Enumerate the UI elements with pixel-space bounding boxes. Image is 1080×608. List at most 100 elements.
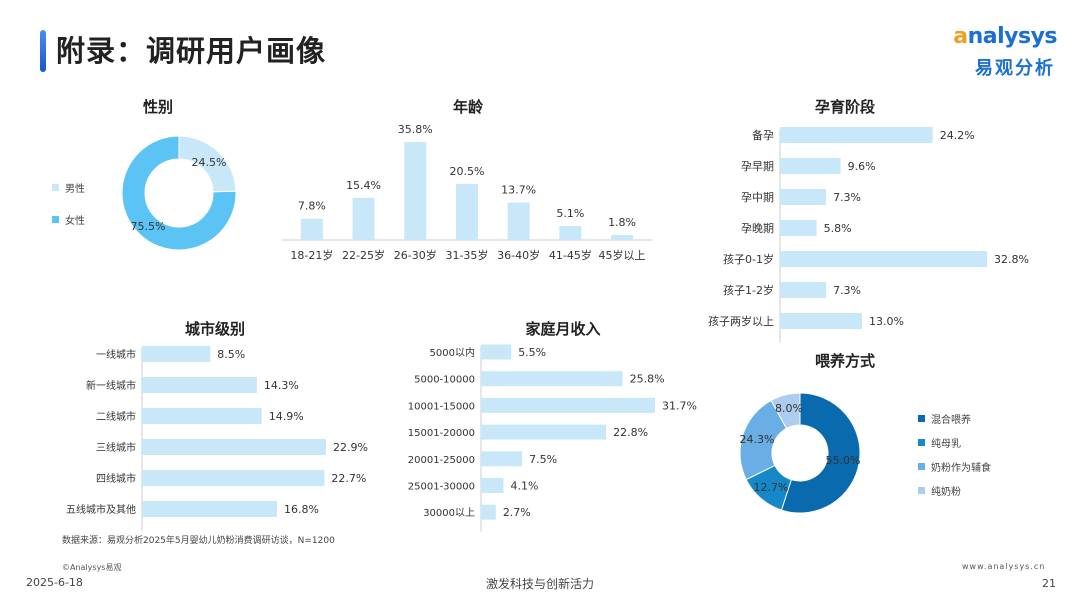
- city-bar-label: 16.8%: [284, 503, 319, 516]
- pregnancy-bar-label: 24.2%: [940, 129, 975, 142]
- age-bar-label: 35.8%: [398, 123, 433, 136]
- age-bar: [559, 226, 582, 240]
- age-bar-label: 1.8%: [608, 216, 636, 229]
- footer-copyright: ©Analysys易观: [62, 563, 122, 572]
- city-bar: [142, 408, 262, 424]
- legend-label: 纯奶粉: [931, 487, 961, 498]
- pregnancy-category-label: 孩子1-2岁: [723, 283, 774, 297]
- legend-item: 女性: [52, 212, 85, 227]
- legend-item: 混合喂养: [918, 411, 971, 426]
- age-tick-label: 18-21岁: [290, 248, 333, 262]
- feeding-chart-title: 喂养方式: [814, 352, 875, 370]
- page-number: 21: [1042, 577, 1056, 590]
- footer-url: www.analysys.cn: [962, 562, 1046, 571]
- age-bar: [611, 235, 634, 240]
- income-category-label: 15001-20000: [408, 428, 475, 439]
- feeding-slice-label: 12.7%: [754, 481, 789, 494]
- income-bar: [481, 504, 496, 520]
- data-source-note: 数据来源：易观分析2025年5月婴幼儿奶粉消费调研访谈，N=1200: [62, 536, 335, 546]
- footer-slogan: 激发科技与创新活力: [485, 577, 594, 591]
- gender-slice-label: 24.5%: [192, 156, 227, 169]
- legend-swatch: [52, 216, 59, 223]
- income-bar-label: 2.7%: [503, 506, 531, 519]
- income-bar-label: 7.5%: [529, 453, 557, 466]
- pregnancy-category-label: 孩子0-1岁: [723, 252, 774, 266]
- city-bar-label: 14.9%: [269, 410, 304, 423]
- pregnancy-bar-label: 9.6%: [848, 160, 876, 173]
- gender-chart-title: 性别: [142, 98, 173, 116]
- city-bar: [142, 439, 326, 455]
- age-bar-label: 20.5%: [449, 165, 484, 178]
- city-category-label: 三线城市: [96, 441, 136, 454]
- income-category-label: 30000以上: [423, 507, 475, 519]
- pregnancy-bar-label: 5.8%: [824, 222, 852, 235]
- city-bar: [142, 470, 325, 486]
- age-bar: [404, 142, 427, 240]
- title-accent-bar: [40, 30, 46, 72]
- legend-item: 男性: [52, 180, 85, 195]
- legend-label: 奶粉作为辅食: [931, 463, 991, 474]
- pregnancy-bar: [780, 127, 933, 143]
- legend-item: 纯母乳: [918, 435, 961, 450]
- feeding-slice: [780, 392, 861, 514]
- logo-chinese-name: 易观分析: [975, 58, 1055, 79]
- gender-slice-label: 75.5%: [131, 220, 166, 233]
- age-bar: [455, 183, 478, 240]
- pregnancy-category-label: 孕晚期: [741, 222, 774, 235]
- feeding-slice: [770, 392, 801, 430]
- age-bar: [300, 218, 323, 240]
- income-category-label: 10001-15000: [408, 401, 475, 412]
- pregnancy-bar: [780, 251, 987, 267]
- income-category-label: 5000-10000: [414, 375, 475, 386]
- legend-swatch: [52, 184, 59, 191]
- legend-label: 纯母乳: [931, 439, 961, 450]
- legend-item: 奶粉作为辅食: [918, 459, 991, 474]
- city-category-label: 新一线城市: [86, 379, 136, 392]
- pregnancy-bar-label: 13.0%: [869, 315, 904, 328]
- legend-label: 女性: [65, 216, 85, 227]
- pregnancy-category-label: 孩子两岁以上: [708, 314, 774, 328]
- income-bar-label: 22.8%: [613, 426, 648, 439]
- pregnancy-category-label: 孕中期: [741, 191, 774, 204]
- city-chart-title: 城市级别: [184, 320, 245, 338]
- age-bar-label: 5.1%: [556, 207, 584, 220]
- city-bar: [142, 501, 277, 517]
- pregnancy-category-label: 孕早期: [741, 160, 774, 173]
- age-tick-label: 31-35岁: [445, 248, 488, 262]
- legend-label: 混合喂养: [931, 415, 971, 426]
- pregnancy-bar-label: 7.3%: [833, 284, 861, 297]
- age-bar-label: 15.4%: [346, 179, 381, 192]
- city-category-label: 五线城市及其他: [66, 503, 136, 516]
- age-tick-label: 22-25岁: [342, 248, 385, 262]
- income-bar: [481, 371, 623, 387]
- feeding-slice: [739, 399, 788, 481]
- age-tick-label: 45岁以上: [599, 248, 646, 262]
- age-bar-label: 13.7%: [501, 183, 536, 196]
- page-title: 附录：调研用户画像: [56, 34, 327, 68]
- gender-slice: [121, 135, 237, 251]
- income-bar: [481, 344, 512, 360]
- income-bar-label: 5.5%: [518, 346, 546, 359]
- income-category-label: 20001-25000: [408, 455, 475, 466]
- income-category-label: 25001-30000: [408, 482, 475, 493]
- pregnancy-bar: [780, 220, 817, 236]
- city-category-label: 二线城市: [96, 410, 136, 423]
- legend-label: 男性: [65, 184, 85, 195]
- legend-swatch: [918, 487, 925, 494]
- income-bar-label: 25.8%: [630, 373, 665, 386]
- pregnancy-bar: [780, 282, 827, 298]
- city-bar: [142, 377, 257, 393]
- income-bar: [481, 478, 504, 493]
- city-bar-label: 22.9%: [333, 441, 368, 454]
- city-category-label: 一线城市: [96, 348, 136, 361]
- logo-wordmark: analysys: [953, 24, 1057, 49]
- age-bar-label: 7.8%: [298, 200, 326, 213]
- city-bar: [142, 346, 211, 362]
- age-chart-title: 年龄: [452, 98, 483, 116]
- pregnancy-bar-label: 7.3%: [833, 191, 861, 204]
- feeding-slice-label: 24.3%: [740, 433, 775, 446]
- pregnancy-bar: [780, 158, 841, 174]
- city-bar-label: 8.5%: [217, 348, 245, 361]
- city-category-label: 四线城市: [96, 472, 136, 485]
